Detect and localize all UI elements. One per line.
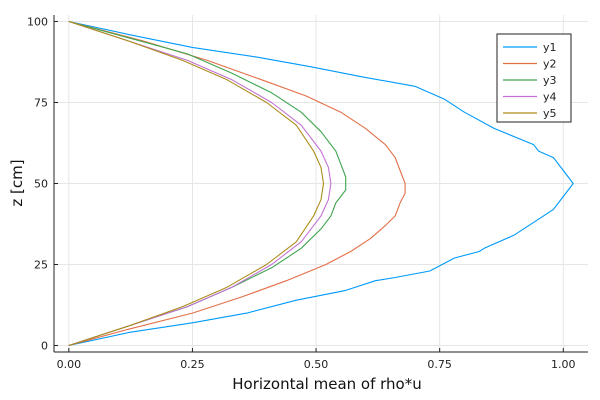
y-tick-label: 0 bbox=[41, 340, 48, 353]
y-tick-label: 25 bbox=[34, 259, 48, 272]
series-line-y1 bbox=[68, 20, 574, 347]
y-tick-label: 75 bbox=[34, 96, 48, 109]
legend-label-y2: y2 bbox=[543, 58, 557, 71]
x-tick-label: 0.75 bbox=[427, 358, 452, 371]
legend-label-y5: y5 bbox=[543, 107, 557, 120]
x-tick-labels: 0.00 0.25 0.50 0.75 1.00 bbox=[57, 358, 576, 371]
x-axis-label: Horizontal mean of rho*u bbox=[232, 375, 422, 393]
legend-label-y4: y4 bbox=[543, 91, 557, 104]
legend: y1 y2 y3 y4 y5 bbox=[496, 33, 572, 123]
x-tick-label: 0.00 bbox=[57, 358, 82, 371]
legend-label-y1: y1 bbox=[543, 41, 557, 54]
legend-label-y3: y3 bbox=[543, 74, 557, 87]
axes bbox=[53, 15, 588, 353]
x-tick-label: 0.25 bbox=[180, 358, 205, 371]
y-tick-labels: 0 25 50 75 100 bbox=[27, 15, 48, 352]
series-line-y2 bbox=[68, 20, 406, 347]
grid bbox=[54, 15, 588, 352]
y-axis-label: z [cm] bbox=[8, 159, 26, 206]
y-tick-label: 50 bbox=[34, 178, 48, 191]
x-tick-label: 0.50 bbox=[304, 358, 329, 371]
series-line-y5 bbox=[68, 20, 325, 347]
x-tick-label: 1.00 bbox=[551, 358, 576, 371]
series-line-y4 bbox=[68, 20, 332, 347]
series-lines bbox=[68, 20, 574, 347]
y-tick-label: 100 bbox=[27, 15, 48, 28]
legend-box bbox=[496, 33, 572, 123]
